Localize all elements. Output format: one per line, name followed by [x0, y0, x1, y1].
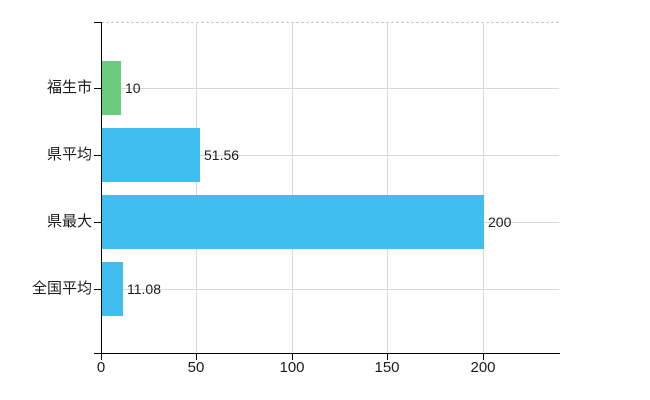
- plot-area: [101, 22, 559, 353]
- x-tick-mark: [292, 354, 293, 360]
- x-axis-tick-label: 150: [374, 359, 400, 376]
- gridline-vertical: [292, 22, 293, 353]
- y-tick-mark: [94, 155, 102, 156]
- gridline-horizontal: [101, 289, 559, 290]
- gridline-vertical: [196, 22, 197, 353]
- x-axis-tick-label: 200: [470, 359, 496, 376]
- bar: [102, 195, 484, 249]
- category-label: 県最大: [46, 213, 92, 230]
- bar: [102, 262, 123, 316]
- y-axis-line: [101, 22, 102, 353]
- y-tick-mark: [94, 222, 102, 223]
- bar: [102, 128, 200, 182]
- x-axis-tick-label: 50: [187, 359, 205, 376]
- gridline-horizontal: [101, 155, 559, 156]
- y-tick-mark: [94, 88, 102, 89]
- bar-value-label: 200: [488, 214, 512, 230]
- category-label: 全国平均: [31, 280, 92, 297]
- x-tick-mark: [483, 354, 484, 360]
- bar: [102, 61, 121, 115]
- x-tick-mark: [101, 354, 102, 360]
- category-label: 県平均: [46, 146, 92, 163]
- x-tick-mark: [387, 354, 388, 360]
- bar-value-label: 51.56: [204, 147, 240, 163]
- bar-value-label: 10: [125, 80, 141, 96]
- y-axis-top-tick-mark: [94, 22, 102, 23]
- x-tick-mark: [196, 354, 197, 360]
- gridline-vertical: [387, 22, 388, 353]
- category-label: 福生市: [46, 79, 92, 96]
- x-axis-line: [94, 353, 560, 354]
- y-tick-mark: [94, 289, 102, 290]
- gridline-vertical: [483, 22, 484, 353]
- gridline-horizontal: [101, 88, 559, 89]
- bar-value-label: 11.08: [127, 281, 161, 297]
- plot-top-border: [101, 22, 559, 23]
- x-axis-tick-label: 100: [279, 359, 305, 376]
- x-axis-tick-label: 0: [96, 359, 106, 376]
